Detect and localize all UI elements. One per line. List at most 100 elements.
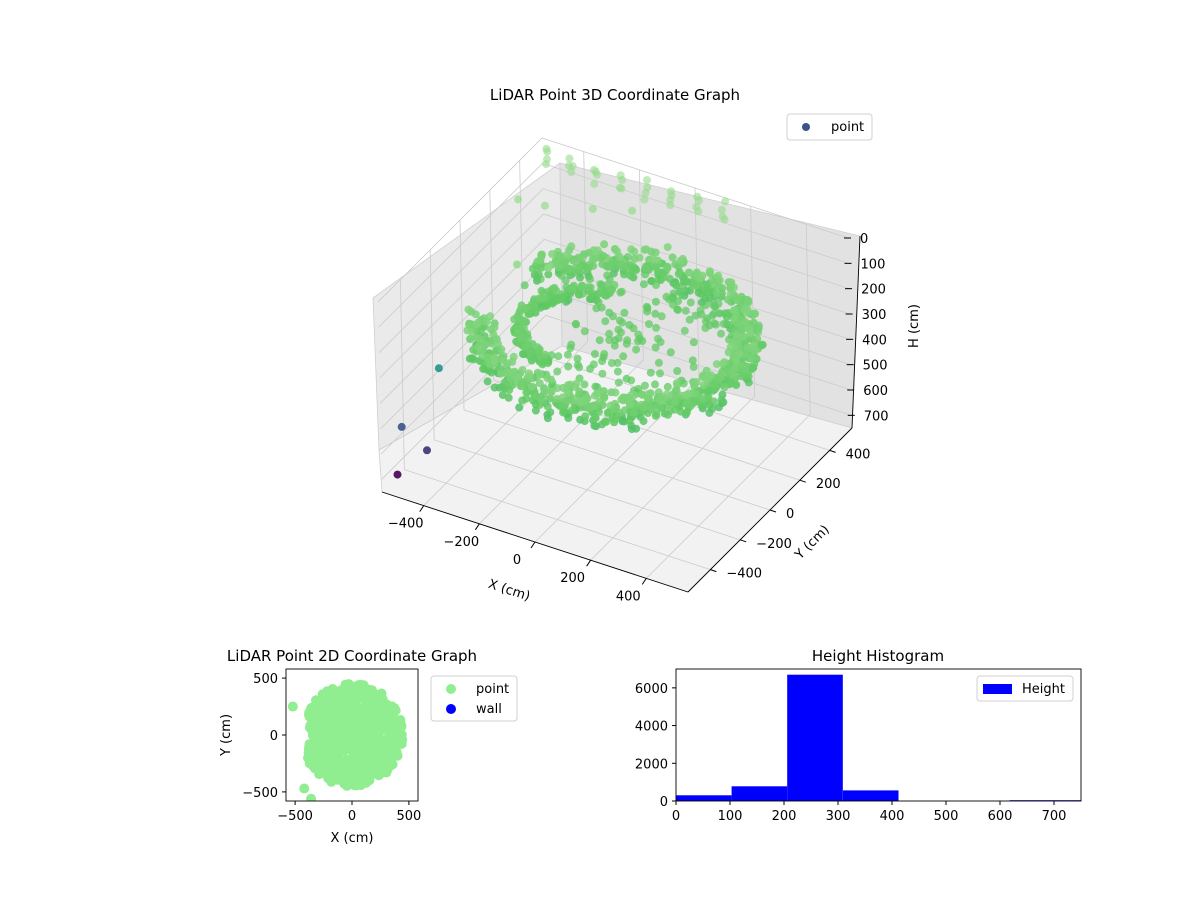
point-3d bbox=[567, 406, 576, 415]
point-3d bbox=[568, 283, 577, 292]
point-3d bbox=[571, 257, 579, 266]
point-3d bbox=[622, 262, 630, 271]
point-3d bbox=[651, 380, 659, 389]
point-3d bbox=[484, 353, 493, 362]
x-tick-label-3d: 400 bbox=[616, 589, 641, 604]
point-3d bbox=[487, 368, 496, 377]
histogram-bar bbox=[787, 674, 843, 801]
y-axis-label-3d: Y (cm) bbox=[792, 522, 833, 563]
point-3d bbox=[580, 327, 589, 336]
point-2d bbox=[367, 685, 377, 696]
point-3d bbox=[639, 280, 648, 289]
point-2d bbox=[306, 738, 317, 749]
point-3d bbox=[559, 408, 567, 417]
point-3d bbox=[523, 333, 532, 342]
point-3d bbox=[729, 283, 738, 292]
point-3d bbox=[638, 337, 647, 345]
point-3d bbox=[630, 391, 639, 400]
point-3d bbox=[652, 281, 660, 289]
z-axis-label-3d: H (cm) bbox=[907, 304, 922, 348]
point-3d bbox=[632, 266, 641, 275]
x-tick-label-3d: 0 bbox=[513, 553, 521, 568]
grid-line-z bbox=[379, 213, 850, 379]
legend-label-point-3d: point bbox=[831, 120, 864, 135]
point-3d bbox=[522, 388, 531, 397]
point-3d bbox=[744, 378, 753, 387]
point-3d bbox=[728, 369, 737, 378]
point-3d bbox=[681, 306, 690, 315]
point-3d bbox=[732, 331, 741, 340]
point-2d bbox=[287, 701, 298, 712]
point-3d bbox=[552, 287, 561, 296]
point-3d bbox=[567, 340, 576, 349]
point-3d bbox=[590, 421, 599, 430]
point-2d bbox=[316, 711, 327, 722]
legend-label-wall-2d: wall bbox=[476, 702, 502, 717]
point-2d bbox=[338, 737, 349, 748]
point-3d bbox=[682, 408, 691, 417]
point-3d bbox=[646, 368, 655, 377]
x-tick-label-2d: 0 bbox=[348, 809, 356, 824]
ticks-histogram: 0 100 200 300 400 500 600 700 0 2000 4000 6000 bbox=[635, 682, 1067, 824]
point-3d bbox=[548, 250, 557, 258]
point-3d bbox=[583, 265, 592, 273]
point-3d bbox=[536, 303, 545, 312]
grid-line-y bbox=[459, 219, 771, 511]
point-3d bbox=[562, 251, 571, 260]
point-3d bbox=[588, 255, 597, 264]
point-3d bbox=[567, 168, 576, 177]
point-2d bbox=[332, 774, 343, 785]
point-3d bbox=[710, 309, 719, 318]
point-3d bbox=[591, 382, 600, 391]
x-tick-label-3d: −400 bbox=[388, 517, 424, 532]
point-3d bbox=[567, 242, 576, 251]
point-3d bbox=[640, 381, 649, 390]
point-3d bbox=[600, 240, 609, 249]
point-3d bbox=[541, 386, 550, 395]
histogram-bar bbox=[676, 795, 732, 801]
y-tick-label-3d: 400 bbox=[846, 447, 871, 462]
point-3d bbox=[518, 396, 527, 405]
grid-line-x bbox=[645, 224, 811, 579]
histogram-title: Height Histogram bbox=[812, 647, 944, 665]
point-3d bbox=[593, 246, 602, 255]
point-3d bbox=[674, 270, 683, 278]
point-3d bbox=[617, 287, 626, 296]
y-tick-label-2d: −500 bbox=[242, 786, 278, 801]
y-tick-label-histogram: 0 bbox=[660, 795, 668, 810]
legend-label-height: Height bbox=[1022, 682, 1065, 697]
point-3d bbox=[598, 369, 607, 378]
point-3d bbox=[575, 363, 584, 372]
legend-2d: point wall bbox=[430, 675, 518, 722]
point-3d bbox=[601, 291, 610, 300]
y-tick-label-histogram: 6000 bbox=[635, 682, 668, 697]
point-3d bbox=[673, 367, 682, 375]
y-tick-label-3d: −200 bbox=[756, 537, 792, 552]
point-3d bbox=[663, 410, 672, 419]
point-3d bbox=[665, 274, 674, 283]
point-3d bbox=[659, 273, 668, 282]
point-3d bbox=[581, 412, 590, 421]
point-3d bbox=[747, 354, 756, 363]
point-3d bbox=[526, 372, 535, 381]
point-3d bbox=[515, 403, 524, 412]
point-3d bbox=[573, 354, 582, 363]
point-3d bbox=[487, 339, 496, 348]
point-3d bbox=[753, 334, 762, 343]
point-3d bbox=[711, 320, 720, 329]
point-3d bbox=[648, 405, 657, 414]
point-3d bbox=[673, 305, 682, 314]
point-3d bbox=[734, 319, 742, 328]
point-3d bbox=[718, 212, 727, 221]
grid-line-x bbox=[423, 151, 589, 506]
histogram-bar bbox=[731, 786, 788, 801]
point-3d bbox=[613, 367, 622, 376]
point-3d bbox=[505, 386, 514, 395]
point-3d bbox=[744, 298, 753, 307]
x-tick-3d bbox=[530, 541, 536, 549]
point-3d bbox=[542, 160, 550, 169]
point-3d bbox=[544, 263, 553, 272]
point-3d bbox=[684, 268, 693, 277]
point-3d bbox=[742, 308, 751, 317]
point-2d bbox=[383, 711, 394, 722]
